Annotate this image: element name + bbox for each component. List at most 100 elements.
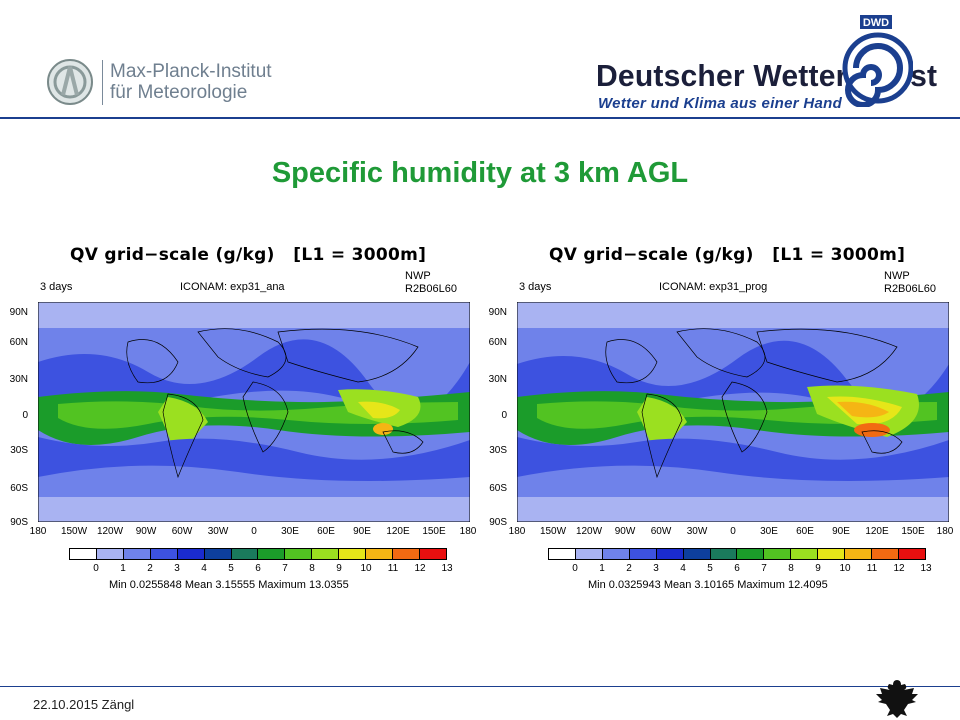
federal-eagle-icon (876, 680, 918, 718)
colorbar-swatch (764, 549, 792, 559)
colorbar-swatch (898, 549, 925, 559)
mpi-name-line1: Max-Planck-Institut (110, 61, 272, 82)
dwd-subtitle: Wetter und Klima aus einer Hand (598, 95, 843, 112)
colorbar-swatch (791, 549, 819, 559)
y-tick-label: 30S (10, 445, 28, 456)
colorbar-swatch (339, 549, 367, 559)
mpi-logo (47, 59, 93, 105)
colorbar-label: 10 (839, 563, 851, 574)
panel-nwp-line2: R2B06L60 (405, 283, 457, 295)
panel-nwp: NWP R2B06L60 (884, 270, 936, 296)
colorbar-swatch (150, 549, 178, 559)
x-tick-label: 0 (730, 526, 736, 537)
mpi-name: Max-Planck-Institut für Meteorologie (110, 61, 272, 103)
colorbar-swatch (177, 549, 205, 559)
colorbar-label: 1 (599, 563, 605, 574)
x-tick-label: 120E (865, 526, 889, 537)
y-tick-label: 90N (488, 307, 507, 318)
x-tick-label: 120E (386, 526, 410, 537)
x-tick-label: 30E (281, 526, 299, 537)
x-tick-label: 90E (353, 526, 371, 537)
y-tick-label: 60S (489, 483, 507, 494)
x-tick-label: 90W (135, 526, 157, 537)
colorbar-swatch (549, 549, 576, 559)
humidity-map-panel-ana: QV grid−scale (g/kg) [L1 = 3000m] 3 days… (0, 238, 477, 598)
colorbar-label: 0 (572, 563, 578, 574)
colorbar-label: 6 (255, 563, 261, 574)
colorbar-label: 12 (414, 563, 426, 574)
colorbar-label: 6 (734, 563, 740, 574)
colorbar-label: 0 (93, 563, 99, 574)
dwd-logo-text: DWD (863, 17, 889, 29)
colorbar-label: 11 (866, 563, 878, 574)
colorbar-swatch (258, 549, 286, 559)
colorbar-label: 1 (120, 563, 126, 574)
x-tick-label: 0 (251, 526, 257, 537)
colorbar-label: 4 (680, 563, 686, 574)
footer-date-author: 22.10.2015 Zängl (33, 697, 135, 712)
humidity-map-panel-prog: QV grid−scale (g/kg) [L1 = 3000m] 3 days… (479, 238, 954, 598)
y-tick-label: 90S (489, 517, 507, 528)
x-tick-label: 150E (422, 526, 446, 537)
mpi-name-line2: für Meteorologie (110, 82, 248, 103)
colorbar-swatch (419, 549, 446, 559)
panel-days: 3 days (40, 281, 73, 293)
panel-stats: Min 0.0255848 Mean 3.15555 Maximum 13.03… (109, 579, 349, 591)
colorbar-swatch (312, 549, 340, 559)
x-tick-label: 30W (207, 526, 229, 537)
colorbar-label: 13 (920, 563, 932, 574)
colorbar-label: 13 (441, 563, 453, 574)
y-tick-label: 60N (9, 337, 28, 348)
y-tick-label: 60N (488, 337, 507, 348)
x-tick-label: 60W (650, 526, 672, 537)
y-tick-label: 0 (501, 410, 507, 421)
colorbar-label: 3 (653, 563, 659, 574)
y-tick-label: 0 (22, 410, 28, 421)
panel-stats: Min 0.0325943 Mean 3.10165 Maximum 12.40… (588, 579, 828, 591)
y-tick-label: 90N (9, 307, 28, 318)
colorbar-swatch (872, 549, 899, 559)
colorbar-swatch (70, 549, 97, 559)
x-tick-label: 150E (901, 526, 925, 537)
colorbar-label: 3 (174, 563, 180, 574)
x-tick-label: 90E (832, 526, 850, 537)
colorbar-label: 9 (815, 563, 821, 574)
colorbar-label: 8 (788, 563, 794, 574)
colorbar-swatch (845, 549, 873, 559)
panel-nwp-line1: NWP (884, 270, 910, 282)
colorbar-swatch (818, 549, 846, 559)
y-tick-label: 30N (9, 374, 28, 385)
panel-days: 3 days (519, 281, 552, 293)
y-tick-label: 30S (489, 445, 507, 456)
colorbar-swatch (204, 549, 232, 559)
colorbar-swatch (123, 549, 151, 559)
colorbar-swatch (393, 549, 420, 559)
x-tick-label: 90W (614, 526, 636, 537)
x-tick-label: 30E (760, 526, 778, 537)
colorbar-swatch (602, 549, 630, 559)
colorbar (69, 548, 447, 560)
x-tick-label: 180 (459, 526, 477, 537)
colorbar-swatch (575, 549, 603, 559)
colorbar-label: 8 (309, 563, 315, 574)
colorbar-swatch (96, 549, 124, 559)
colorbar-label: 5 (707, 563, 713, 574)
colorbar-label: 5 (228, 563, 234, 574)
colorbar-label: 12 (893, 563, 905, 574)
humidity-map (38, 302, 470, 522)
panel-nwp-line2: R2B06L60 (884, 283, 936, 295)
panel-title: QV grid−scale (g/kg) [L1 = 3000m] (549, 245, 906, 265)
colorbar-swatch (231, 549, 259, 559)
dwd-logo: DWD (842, 15, 913, 107)
footer-rule (0, 686, 960, 687)
colorbar-label: 2 (626, 563, 632, 574)
humidity-map (517, 302, 949, 522)
colorbar-swatch (629, 549, 657, 559)
header-rule (0, 117, 960, 119)
x-tick-label: 180 (508, 526, 526, 537)
logo-divider (102, 60, 103, 105)
panel-experiment: ICONAM: exp31_ana (180, 281, 285, 293)
x-tick-label: 30W (686, 526, 708, 537)
panel-experiment: ICONAM: exp31_prog (659, 281, 768, 293)
colorbar-swatch (366, 549, 394, 559)
